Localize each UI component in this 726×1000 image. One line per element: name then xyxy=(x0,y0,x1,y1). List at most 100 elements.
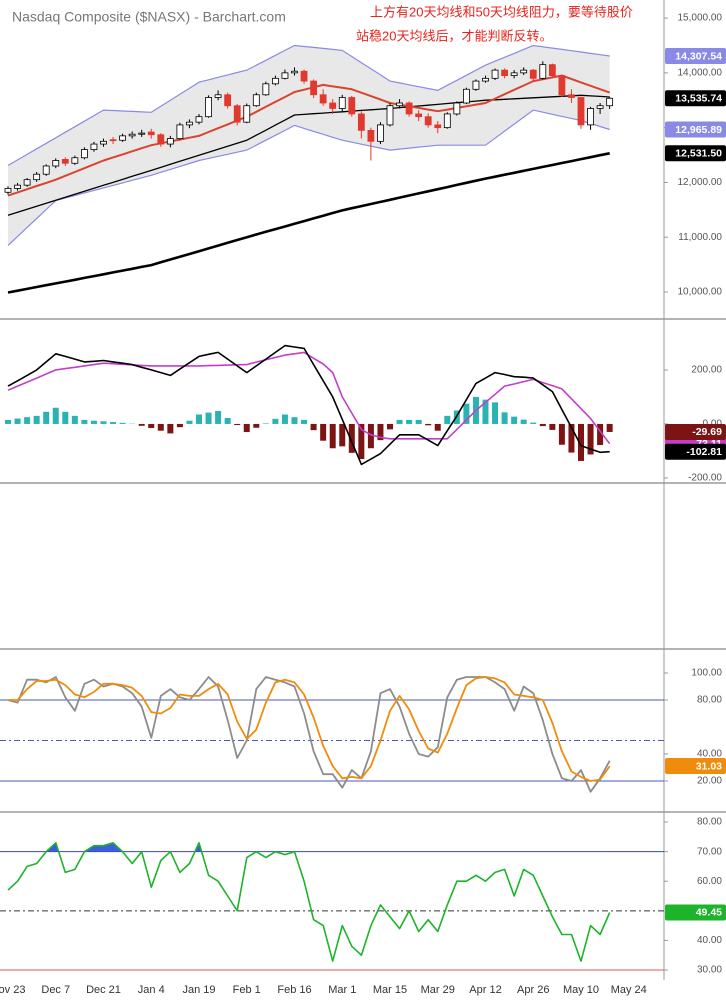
band-upper xyxy=(7,44,610,166)
x-tick-label: Dec 21 xyxy=(86,984,121,996)
histogram-bar xyxy=(291,417,298,424)
histogram-bar xyxy=(224,418,231,424)
histogram-bar xyxy=(597,423,604,446)
candle-body xyxy=(539,64,547,79)
histogram-bar xyxy=(549,423,556,430)
series-line xyxy=(8,676,611,782)
histogram-bar xyxy=(482,399,489,424)
y-tick-label: 14,000.00 xyxy=(678,67,723,78)
value-tag xyxy=(665,48,726,65)
band-fill xyxy=(8,45,610,246)
plot-area xyxy=(0,676,664,793)
y-tick-label: 12,000.00 xyxy=(678,177,723,188)
histogram-bar xyxy=(539,423,546,427)
candle-body xyxy=(472,80,480,90)
histogram-bar xyxy=(234,423,241,426)
candle-body xyxy=(377,124,384,142)
candle-body xyxy=(71,157,79,164)
histogram-bar xyxy=(71,415,78,424)
histogram-bar xyxy=(339,423,346,447)
histogram-bar xyxy=(406,419,413,424)
candle-body xyxy=(453,102,461,115)
candle-body xyxy=(434,124,442,129)
histogram-bar xyxy=(329,423,336,449)
histogram-bar xyxy=(43,411,50,424)
candle-body xyxy=(262,83,270,96)
annotation: 上方有20天均线和50天均线阻力，要等待股价 xyxy=(370,4,633,19)
value-tag-label: -29.69 xyxy=(692,426,722,438)
histogram-bar xyxy=(511,416,518,424)
candle-body xyxy=(577,97,585,126)
annotation: 站稳20天均线后，才能判断反转。 xyxy=(356,28,552,43)
value-tag-label: 49.45 xyxy=(696,907,722,919)
histogram-bar xyxy=(367,423,374,449)
x-tick-label: Jan 19 xyxy=(182,984,215,996)
candle-body xyxy=(100,140,107,145)
candle-body xyxy=(4,188,12,193)
plot-area xyxy=(0,842,664,971)
candle-body xyxy=(166,138,174,145)
y-tick-label: 200.00 xyxy=(691,365,722,376)
candle-body xyxy=(396,102,403,107)
candle-body xyxy=(386,105,394,126)
candle-body xyxy=(14,184,21,189)
histogram-bar xyxy=(348,423,355,453)
histogram-bar xyxy=(205,412,212,424)
histogram-bar xyxy=(568,423,575,453)
series-line xyxy=(7,94,610,216)
candle-body xyxy=(319,94,327,104)
value-tag xyxy=(665,904,726,921)
candle-body xyxy=(271,77,279,85)
value-tag-label: 12,531.50 xyxy=(675,148,722,160)
histogram-bar xyxy=(24,417,31,424)
histogram-bar xyxy=(243,423,250,433)
histogram-bar xyxy=(492,402,499,424)
x-tick-label: May 10 xyxy=(563,984,599,996)
y-tick-label: 10,000.00 xyxy=(678,287,723,298)
candle-body xyxy=(415,113,423,118)
histogram-bar xyxy=(434,423,441,431)
candle-body xyxy=(558,75,566,96)
histogram-bar xyxy=(530,422,537,424)
candle-body xyxy=(348,97,356,115)
candle-body xyxy=(157,134,165,145)
x-tick-label: Apr 26 xyxy=(517,984,549,996)
histogram-bar xyxy=(62,411,69,424)
value-tag-label: 31.03 xyxy=(696,760,722,772)
histogram-bar xyxy=(5,419,11,424)
histogram-bar xyxy=(196,414,202,424)
x-tick-label: Mar 15 xyxy=(373,984,407,996)
x-tick-label: Mar 1 xyxy=(328,984,356,996)
y-tick-label: 20.00 xyxy=(697,776,722,787)
histogram-bar xyxy=(396,419,403,424)
histogram-bar xyxy=(387,423,393,430)
value-tag-label: 12,965.89 xyxy=(675,124,722,136)
candle-body xyxy=(23,179,31,186)
y-tick-label: 15,000.00 xyxy=(678,13,723,24)
value-tag xyxy=(665,758,726,775)
candle-body xyxy=(109,139,117,142)
candle-body xyxy=(491,69,499,79)
histogram-bar xyxy=(272,418,279,424)
candle-body xyxy=(52,160,60,167)
histogram-bar xyxy=(119,422,126,424)
histogram-bar xyxy=(14,418,21,424)
value-tag-label: 13,535.74 xyxy=(675,93,722,105)
x-tick-label: Mar 29 xyxy=(421,984,455,996)
histogram-bar xyxy=(100,421,107,424)
candle-body xyxy=(61,159,69,164)
candle-body xyxy=(224,94,232,107)
x-tick-label: Feb 1 xyxy=(233,984,261,996)
value-tag xyxy=(665,90,726,107)
candle-body xyxy=(33,173,41,181)
candle-body xyxy=(529,69,537,79)
x-tick-label: May 24 xyxy=(611,984,647,996)
candle-body xyxy=(520,69,528,74)
value-tag xyxy=(665,145,726,162)
histogram-bar xyxy=(301,419,308,424)
x-tick-label: Dec 7 xyxy=(41,984,70,996)
histogram-bar xyxy=(558,423,565,445)
y-tick-label: -200.00 xyxy=(688,473,722,484)
candle-body xyxy=(510,72,518,76)
histogram-bar xyxy=(253,423,260,428)
